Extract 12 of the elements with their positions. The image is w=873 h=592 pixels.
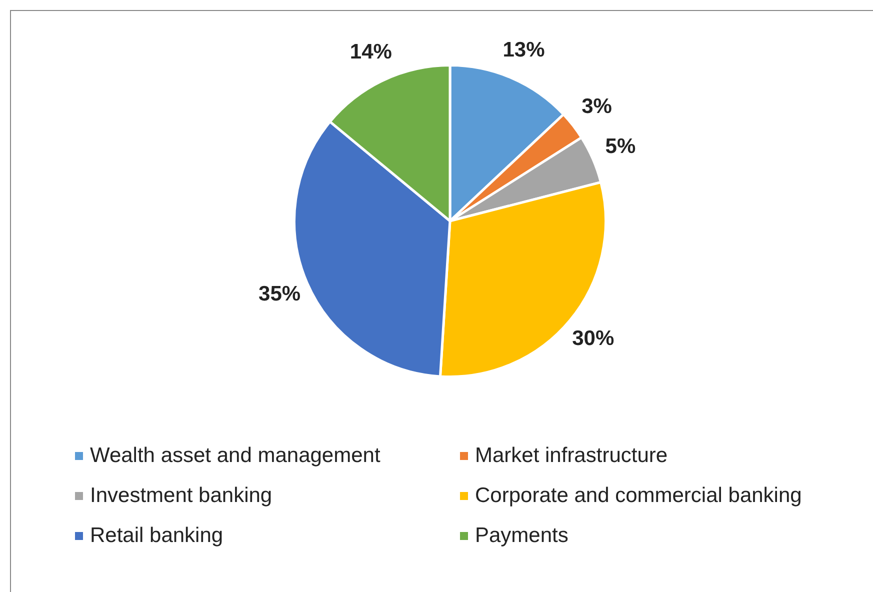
data-label: 30% — [572, 327, 614, 350]
data-label: 14% — [350, 40, 392, 64]
data-label: 35% — [258, 282, 301, 306]
legend-label: Retail banking — [90, 524, 224, 548]
data-label: 13% — [502, 38, 546, 62]
legend-label: Corporate and commercial banking — [475, 484, 802, 508]
data-label: 5% — [605, 135, 636, 158]
legend-label: Wealth asset and management — [90, 444, 380, 468]
legend-label: Market infrastructure — [475, 444, 668, 468]
legend-label: Payments — [475, 524, 568, 548]
legend-label: Investment banking — [90, 484, 272, 508]
data-label: 3% — [582, 94, 612, 118]
